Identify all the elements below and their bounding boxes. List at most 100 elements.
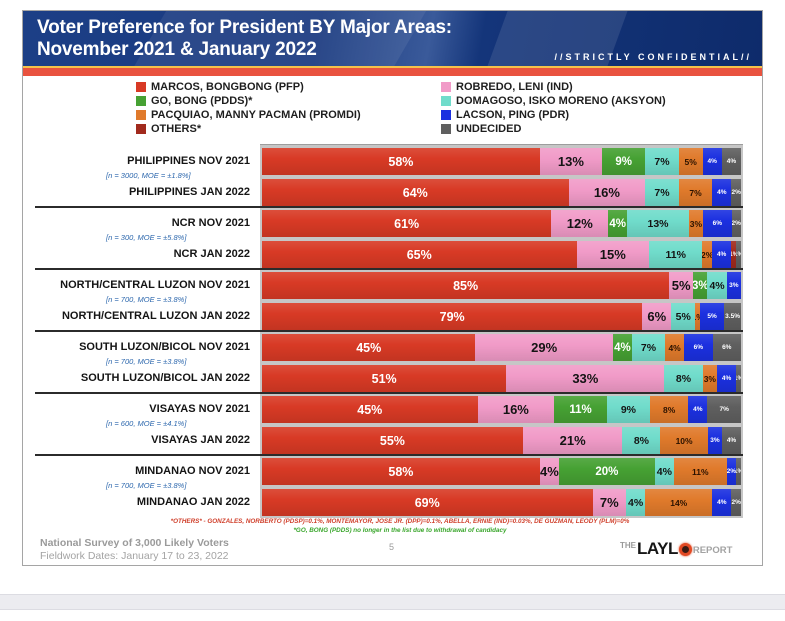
- bar-row: 58% 13% 9% 7% 5% 4% 4%: [262, 148, 741, 175]
- bar-segment-domagoso: 7%: [631, 334, 666, 361]
- segment-value-label: 10%: [675, 435, 693, 446]
- segment-value-label: 3.5%: [725, 313, 740, 320]
- legend-label: OTHERS*: [151, 123, 202, 135]
- slide-header: Voter Preference for President BY Major …: [23, 11, 762, 66]
- segment-value-label: 8%: [675, 372, 692, 385]
- bar-segment-go: 9%: [602, 148, 646, 175]
- segment-value-label: 79%: [439, 309, 465, 324]
- bar-segment-marcos: 85%: [262, 272, 670, 299]
- segment-value-label: 4%: [539, 464, 559, 479]
- bar-segment-go: 4%: [608, 210, 628, 237]
- bar-segment-lacson: 6%: [703, 210, 732, 237]
- bar-segment-undecided: 2%: [731, 179, 741, 206]
- legend-item-robredo: ROBREDO, LENI (IND): [441, 80, 573, 94]
- segment-value-label: 45%: [357, 402, 383, 417]
- segment-value-label: 58%: [388, 464, 414, 479]
- bar-segment-robredo: 33%: [506, 365, 665, 392]
- segment-value-label: 20%: [595, 465, 619, 478]
- segment-value-label: 7%: [719, 406, 729, 413]
- row-label: SOUTH LUZON/BICOL NOV 2021: [79, 341, 250, 353]
- bar-segment-go: 3%: [693, 272, 708, 299]
- row-label: PHILIPPINES JAN 2022: [128, 186, 250, 198]
- bar-row: 65% 15% 11% 2% 4% 1%1%: [262, 241, 741, 268]
- bar-row: 61% 12% 4% 13% 3% 6% 2%: [262, 210, 741, 237]
- bar-segment-domagoso: 7%: [645, 148, 679, 175]
- bar-segment-domagoso: 5%: [671, 303, 696, 330]
- bar-segment-lacson: 2%: [726, 458, 737, 485]
- bar-segment-undecided: 4%: [721, 148, 741, 175]
- bar-segment-robredo: 5%: [669, 272, 694, 299]
- bar-segment-pacquiao: 5%: [678, 148, 703, 175]
- bar-segment-go: 20%: [558, 458, 655, 485]
- bar-row: 79% 6% 5% 1% 5% 3.5%: [262, 303, 741, 330]
- sample-note: [n = 700, MOE = ±3.8%]: [106, 295, 187, 304]
- segment-value-label: 6%: [693, 344, 704, 351]
- survey-description: National Survey of 3,000 Likely Voters: [40, 537, 229, 549]
- bar-segment-robredo: 12%: [551, 210, 609, 237]
- bar-segment-lacson: 4%: [712, 179, 732, 206]
- row-label: SOUTH LUZON/BICOL JAN 2022: [80, 372, 250, 384]
- bar-segment-marcos: 64%: [262, 179, 569, 206]
- bar-segment-undecided: 2%: [731, 489, 741, 516]
- segment-value-label: 4%: [609, 217, 626, 230]
- bar-segment-lacson: 4%: [712, 489, 732, 516]
- segment-value-label: 4%: [628, 496, 644, 509]
- bar-segment-undecided: 1%: [736, 458, 741, 485]
- segment-value-label: 4%: [716, 251, 727, 258]
- segment-value-label: 8%: [662, 404, 676, 415]
- row-label: MINDANAO NOV 2021: [135, 465, 250, 477]
- segment-value-label: 69%: [414, 495, 440, 510]
- bar-segment-undecided: 2%: [731, 210, 741, 237]
- bar-segment-pacquiao: 4%: [665, 334, 685, 361]
- segment-value-label: 5%: [675, 310, 691, 323]
- bar-row: 45% 16% 11% 9% 8% 4% 7%: [262, 396, 741, 423]
- legend-swatch: [136, 110, 146, 120]
- segment-value-label: 5%: [684, 156, 697, 167]
- others-footnote: *OTHERS* - GONZALES, NORBERTO (PDSP)=0.1…: [170, 518, 630, 525]
- bar-segment-marcos: 58%: [262, 148, 540, 175]
- bar-row: 45% 29% 4% 7% 4% 6% 6%: [262, 334, 741, 361]
- bar-segment-go: 4%: [612, 334, 632, 361]
- segment-value-label: 14%: [670, 497, 688, 508]
- segment-value-label: 1%: [731, 252, 736, 258]
- segment-value-label: 1%: [695, 312, 700, 322]
- bar-segment-marcos: 55%: [262, 427, 523, 454]
- bar-segment-pacquiao: 3%: [688, 210, 704, 237]
- legend-label: GO, BONG (PDDS)*: [151, 95, 253, 107]
- bar-row: 85%5%3%4%3%: [262, 272, 741, 299]
- bar-segment-robredo: 16%: [568, 179, 646, 206]
- bar-segment-undecided: 4%: [722, 427, 741, 454]
- bar-segment-lacson: 4%: [702, 148, 722, 175]
- segment-value-label: 4%: [717, 189, 727, 196]
- bar-segment-pacquiao: 7%: [678, 179, 713, 206]
- title-line-1: Voter Preference for President BY Major …: [37, 17, 452, 38]
- bar-segment-domagoso: 13%: [627, 210, 689, 237]
- bar-row: 69% 7% 4% 14% 4% 2%: [262, 489, 741, 516]
- row-label: NORTH/CENTRAL LUZON JAN 2022: [61, 310, 250, 322]
- bar-segment-robredo: 21%: [522, 427, 623, 454]
- bar-segment-lacson: 6%: [684, 334, 713, 361]
- header-yellow-stripe: [23, 66, 762, 68]
- segment-value-label: 7%: [689, 187, 702, 198]
- bar-segment-marcos: 69%: [262, 489, 593, 516]
- segment-value-label: 4%: [656, 465, 672, 478]
- segment-value-label: 4%: [707, 158, 717, 165]
- segment-value-label: 13%: [647, 217, 669, 230]
- fieldwork-dates: Fieldwork Dates: January 17 to 23, 2022: [40, 550, 229, 562]
- logo-ring-icon: [678, 542, 692, 556]
- segment-value-label: 4%: [709, 279, 725, 292]
- legend-item-lacson: LACSON, PING (PDR): [441, 108, 569, 122]
- segment-value-label: 12%: [566, 216, 593, 231]
- row-label: NORTH/CENTRAL LUZON NOV 2021: [60, 279, 250, 291]
- bar-segment-lacson: 3%: [726, 272, 741, 299]
- legend-item-marcos: MARCOS, BONGBONG (PFP): [136, 80, 304, 94]
- row-label: VISAYAS JAN 2022: [151, 434, 250, 446]
- legend-item-go: GO, BONG (PDDS)*: [136, 94, 252, 108]
- group-separator: [35, 392, 743, 394]
- laylo-report-logo: THE LAYL REPORT: [620, 539, 732, 559]
- bar-segment-robredo: 15%: [576, 241, 650, 268]
- segment-value-label: 6%: [712, 220, 722, 227]
- page-number: 5: [389, 542, 395, 552]
- bar-row: 64% 16% 7% 7% 4% 2%: [262, 179, 741, 206]
- segment-value-label: 2%: [731, 189, 741, 196]
